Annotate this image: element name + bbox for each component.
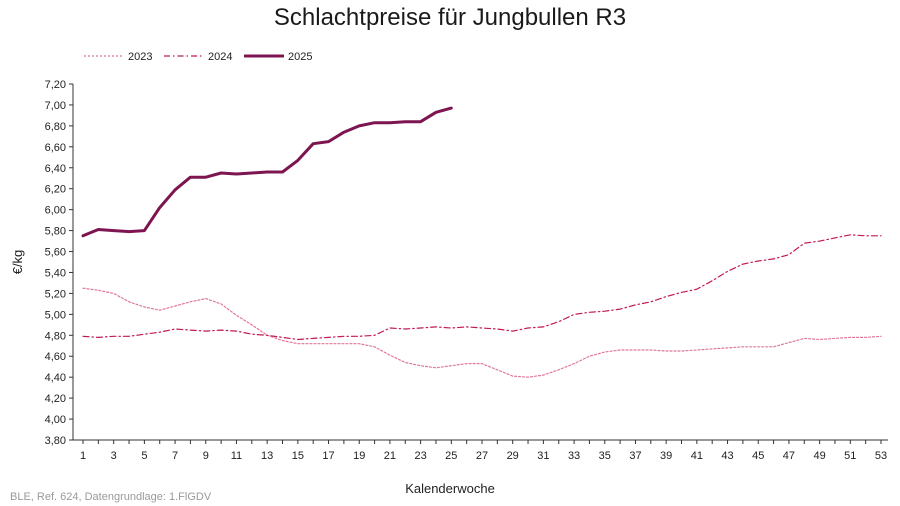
x-tick-label: 17 xyxy=(322,450,334,462)
y-tick-label: 7,00 xyxy=(45,100,66,112)
x-tick-label: 13 xyxy=(261,450,273,462)
x-tick-label: 5 xyxy=(141,450,147,462)
y-tick-label: 6,40 xyxy=(45,163,66,175)
x-tick-label: 19 xyxy=(353,450,365,462)
x-axis-title: Kalenderwoche xyxy=(405,481,495,496)
x-tick-label: 7 xyxy=(172,450,178,462)
y-tick-label: 6,80 xyxy=(45,121,66,133)
x-tick-label: 1 xyxy=(80,450,86,462)
x-tick-label: 49 xyxy=(813,450,825,462)
y-tick-label: 4,40 xyxy=(45,372,66,384)
y-tick-label: 5,40 xyxy=(45,267,66,279)
y-tick-label: 5,00 xyxy=(45,309,66,321)
x-tick-label: 51 xyxy=(844,450,856,462)
y-tick-label: 7,20 xyxy=(45,79,66,91)
series-line-2024 xyxy=(82,234,882,341)
y-tick-label: 6,20 xyxy=(45,184,66,196)
series-line-2023 xyxy=(82,287,882,378)
y-tick-label: 4,80 xyxy=(45,330,66,342)
legend-label-2025: 2025 xyxy=(288,51,312,63)
y-tick-label: 5,60 xyxy=(45,247,66,259)
x-tick-label: 23 xyxy=(414,450,426,462)
x-tick-label: 41 xyxy=(691,450,703,462)
chart-title: Schlachtpreise für Jungbullen R3 xyxy=(273,4,627,31)
y-tick-label: 4,20 xyxy=(45,393,66,405)
x-tick-label: 25 xyxy=(445,450,457,462)
y-tick-label: 5,80 xyxy=(45,226,66,238)
y-tick-label: 5,20 xyxy=(45,288,66,300)
x-tick-label: 43 xyxy=(721,450,733,462)
source-note: BLE, Ref. 624, Datengrundlage: 1.FlGDV xyxy=(10,491,212,503)
chart-legend: 2023 2024 2025 xyxy=(84,51,312,63)
y-axis-title: €/kg xyxy=(10,250,25,275)
x-tick-label: 31 xyxy=(537,450,549,462)
x-axis: 1 3 5 7 9 11 13 15 17 19 21 23 25 27 29 31 33 35 37 39 41 43 4… xyxy=(73,439,888,462)
x-tick-label: 39 xyxy=(660,450,672,462)
y-tick-label: 4,60 xyxy=(45,351,66,363)
y-tick-label: 6,00 xyxy=(45,205,66,217)
y-tick-label: 4,00 xyxy=(45,414,66,426)
legend-label-2024: 2024 xyxy=(208,51,232,63)
series-line-2025 xyxy=(81,106,453,238)
x-tick-label: 45 xyxy=(752,450,764,462)
legend-label-2023: 2023 xyxy=(128,51,152,63)
x-tick-label: 11 xyxy=(231,450,242,462)
x-tick-label: 53 xyxy=(875,450,887,462)
x-tick-label: 15 xyxy=(292,450,304,462)
y-tick-label: 3,80 xyxy=(45,435,66,447)
y-axis: 3,80 4,00 4,20 4,40 4,60 4,80 5,00 5,20 5,40 5,60… xyxy=(45,79,74,447)
x-tick-label: 9 xyxy=(203,450,209,462)
x-tick-label: 3 xyxy=(111,450,117,462)
x-tick-label: 35 xyxy=(599,450,611,462)
x-tick-label: 47 xyxy=(783,450,795,462)
y-tick-label: 6,60 xyxy=(45,142,66,154)
x-tick-label: 27 xyxy=(476,450,488,462)
x-tick-label: 33 xyxy=(568,450,580,462)
x-tick-label: 37 xyxy=(629,450,641,462)
x-tick-label: 29 xyxy=(507,450,519,462)
x-tick-label: 21 xyxy=(384,450,396,462)
plot-area xyxy=(81,106,882,378)
